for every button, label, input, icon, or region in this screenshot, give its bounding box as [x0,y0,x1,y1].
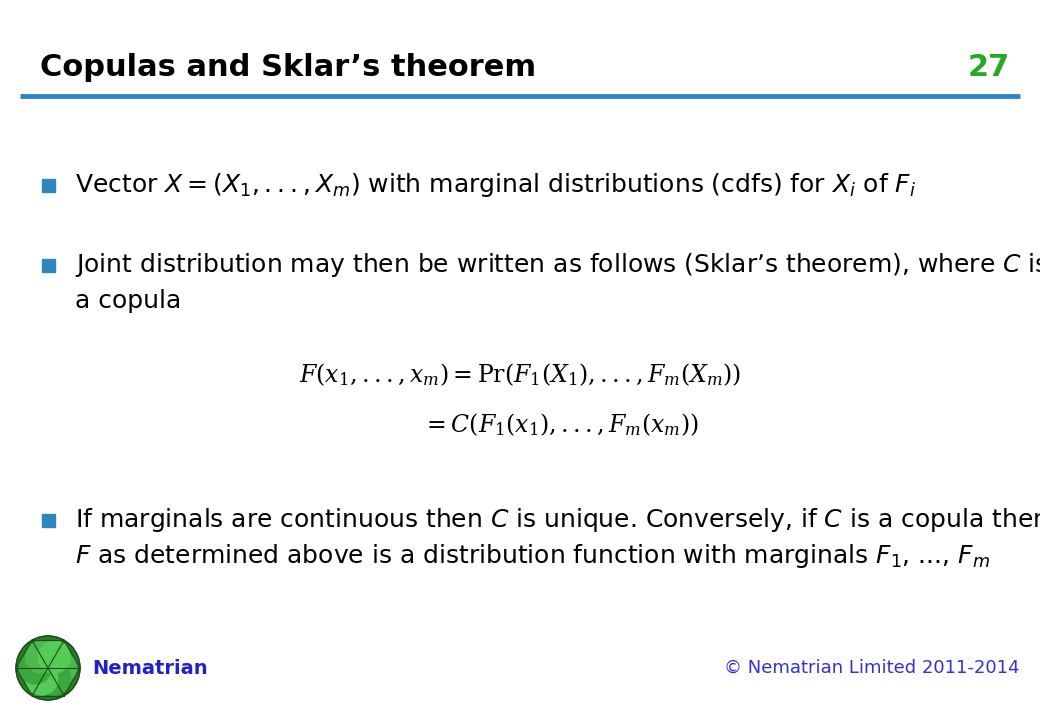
Circle shape [16,636,80,700]
Text: Nematrian: Nematrian [92,659,208,678]
Text: $F\left(x_1,...,x_m\right) = \mathrm{Pr}\left(F_1\left(X_1\right),...,F_m\left(X: $F\left(x_1,...,x_m\right) = \mathrm{Pr}… [298,361,742,388]
Text: Copulas and Sklar’s theorem: Copulas and Sklar’s theorem [40,53,537,83]
Circle shape [19,652,51,684]
Text: $= C\left(F_1\left(x_1\right),...,F_m\left(x_m\right)\right)$: $= C\left(F_1\left(x_1\right),...,F_m\le… [421,412,698,438]
Circle shape [38,663,71,695]
Text: a copula: a copula [75,289,181,313]
Text: © Nematrian Limited 2011-2014: © Nematrian Limited 2011-2014 [725,659,1020,677]
Bar [42,179,55,192]
Bar [42,514,55,527]
Text: $F$ as determined above is a distribution function with marginals $F_1$, ..., $F: $F$ as determined above is a distributio… [75,542,990,570]
Text: 27: 27 [968,53,1010,83]
Text: Joint distribution may then be written as follows (Sklar’s theorem), where $C$ i: Joint distribution may then be written a… [75,251,1040,279]
Circle shape [45,652,77,684]
Circle shape [26,641,57,673]
Circle shape [38,641,71,673]
Bar [42,259,55,272]
Text: Vector $X = (X_1,..., X_m)$ with marginal distributions (cdfs) for $X_i$ of $F_i: Vector $X = (X_1,..., X_m)$ with margina… [75,171,916,199]
Text: If marginals are continuous then $C$ is unique. Conversely, if $C$ is a copula t: If marginals are continuous then $C$ is … [75,506,1040,534]
Circle shape [26,663,57,695]
